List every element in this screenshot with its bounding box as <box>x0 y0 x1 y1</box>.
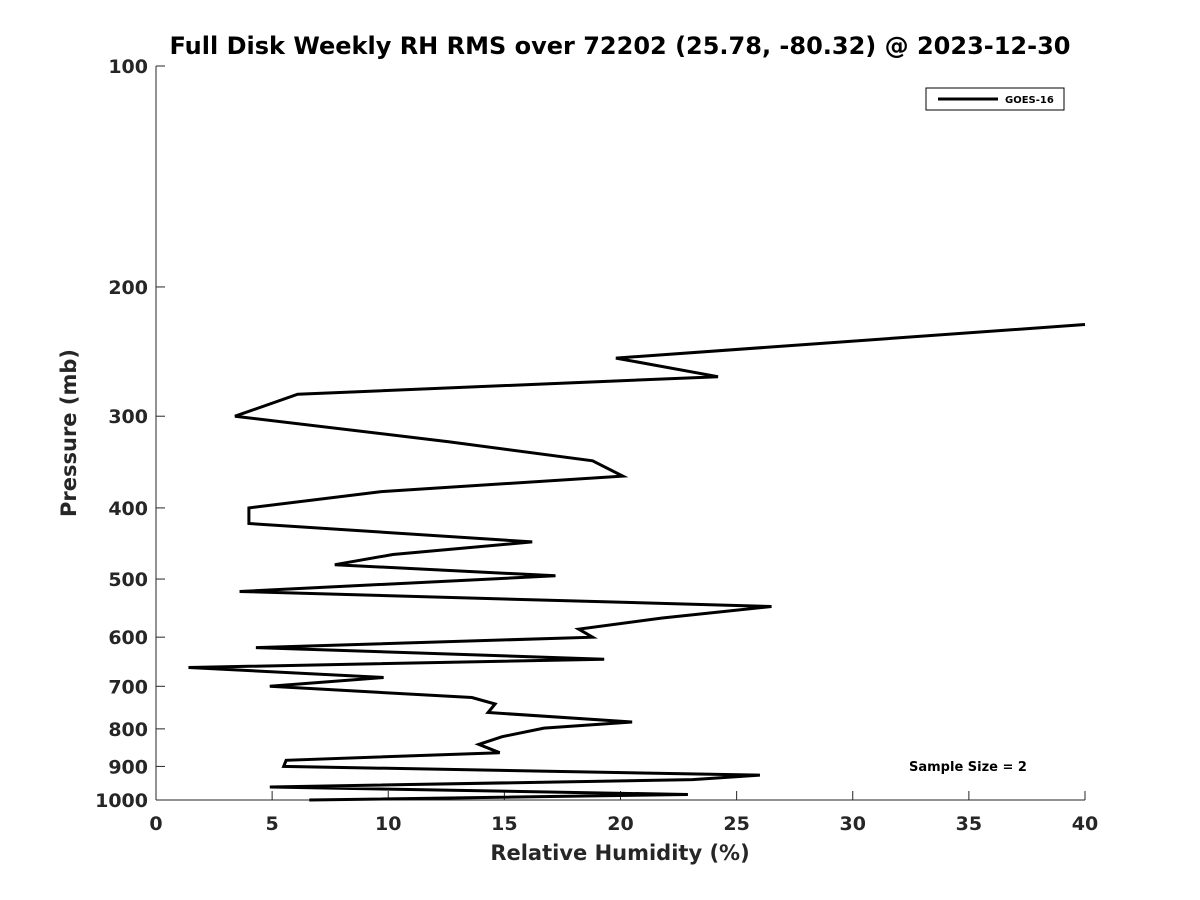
sample-size-annotation: Sample Size = 2 <box>909 760 1027 775</box>
y-tick-label: 900 <box>108 756 148 778</box>
x-axis-label: Relative Humidity (%) <box>490 841 749 865</box>
x-tick-label: 40 <box>1072 813 1098 835</box>
y-tick-label: 200 <box>108 277 148 299</box>
y-tick-label: 600 <box>108 627 148 649</box>
y-tick-label: 700 <box>108 676 148 698</box>
y-tick-label: 1000 <box>95 790 148 812</box>
legend-label-goes-16: GOES-16 <box>1005 95 1054 106</box>
x-tick-label: 10 <box>375 813 401 835</box>
legend: GOES-16 <box>925 87 1065 111</box>
x-tick-label: 25 <box>723 813 749 835</box>
chart-title: Full Disk Weekly RH RMS over 72202 (25.7… <box>169 32 1070 60</box>
x-ticks: 0 5 10 15 20 25 30 35 40 <box>149 791 1098 835</box>
y-axis-label: Pressure (mb) <box>57 349 81 517</box>
y-tick-label: 500 <box>108 569 148 591</box>
x-tick-label: 30 <box>840 813 866 835</box>
series-line-goes-16 <box>188 323 1086 802</box>
x-tick-label: 20 <box>607 813 633 835</box>
y-tick-label: 300 <box>108 406 148 428</box>
x-tick-label: 5 <box>266 813 279 835</box>
y-ticks: 100 200 300 400 500 600 700 800 900 1000 <box>95 56 165 812</box>
y-tick-label: 100 <box>108 56 148 78</box>
plot-area: 0 5 10 15 20 25 30 35 40 100 200 300 400 500 600 700 80… <box>95 56 1098 835</box>
y-tick-label: 800 <box>108 719 148 741</box>
y-tick-label: 400 <box>108 498 148 520</box>
x-tick-label: 35 <box>956 813 982 835</box>
x-tick-label: 15 <box>491 813 517 835</box>
x-tick-label: 0 <box>149 813 162 835</box>
